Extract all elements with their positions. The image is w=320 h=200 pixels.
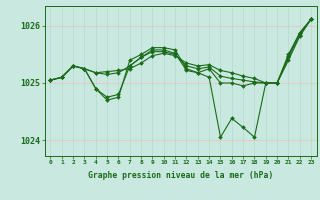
X-axis label: Graphe pression niveau de la mer (hPa): Graphe pression niveau de la mer (hPa) <box>88 171 273 180</box>
